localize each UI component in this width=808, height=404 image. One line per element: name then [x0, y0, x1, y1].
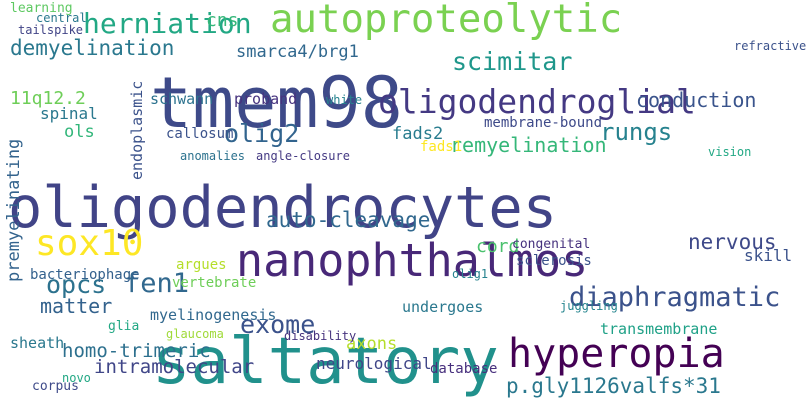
word: sclerosis [516, 253, 592, 269]
word: sheath [10, 334, 65, 352]
word: glaucoma [166, 327, 224, 341]
word: juggling [560, 299, 618, 313]
word: vision [708, 145, 752, 159]
word: novo [62, 371, 91, 385]
word: p.gly1126valfs*31 [506, 374, 721, 398]
word: vertebrate [172, 275, 257, 291]
word: undergoes [402, 298, 484, 316]
word: fads2 [392, 124, 444, 144]
word: myelinogenesis [150, 306, 277, 324]
word: rungs [600, 118, 673, 146]
word: oligodendroglial [378, 82, 696, 121]
word: schwann [150, 90, 214, 108]
word: cord [476, 236, 520, 257]
word: fen1 [124, 268, 190, 299]
word: conduction [636, 88, 757, 112]
word: endoplasmic [128, 80, 146, 180]
word: olig1 [452, 267, 489, 281]
word: transmembrane [600, 320, 718, 338]
word: matter [40, 294, 113, 318]
word: oligodendrocytes [8, 175, 558, 241]
word: callosum [166, 126, 234, 142]
word: nervous [688, 230, 777, 254]
word: ols [64, 122, 95, 142]
word: exome [240, 310, 316, 339]
word: homo-trimeric [62, 340, 211, 362]
word: angle-closure [256, 149, 350, 163]
word: database [430, 361, 498, 377]
word: central [36, 11, 87, 25]
word: 11q12.2 [10, 88, 86, 109]
word: smarca4/brg1 [236, 42, 359, 62]
word: scimitar [452, 47, 573, 76]
word: herniation [83, 7, 252, 40]
word: olig2 [224, 119, 300, 148]
word: remyelination [450, 133, 607, 157]
word: bacteriophage [30, 267, 140, 283]
word: tailspike [18, 23, 84, 37]
word: argues [176, 257, 227, 273]
word: intramolecular [94, 356, 255, 378]
word: neurological [316, 354, 432, 373]
word: cns [206, 10, 239, 31]
word: auto-cleavage [266, 208, 431, 232]
word: premyelinating [4, 138, 24, 282]
word: diaphragmatic [569, 282, 781, 313]
word: refractive [734, 39, 807, 53]
word: sox10 [35, 223, 144, 264]
word: corpus [32, 379, 79, 394]
word: fads1 [420, 139, 463, 155]
word: congenital [512, 237, 591, 252]
word: learning [10, 1, 73, 16]
word: spinal [40, 104, 98, 123]
word: glia [108, 319, 140, 334]
word: white [326, 93, 363, 107]
word: hyperopia [508, 331, 725, 377]
word: opcs [46, 270, 107, 299]
word: autoproteolytic [270, 0, 623, 42]
word: saltatory [152, 325, 499, 399]
word: disability [284, 329, 357, 343]
word: tmem98 [150, 62, 403, 144]
word: membrane-bound [484, 115, 603, 131]
word: demyelination [10, 36, 175, 60]
word: nanophthalmos [236, 234, 589, 287]
word: skill [744, 246, 793, 265]
word: anomalies [180, 149, 246, 163]
word: proband [234, 90, 298, 108]
word: axons [346, 334, 398, 354]
